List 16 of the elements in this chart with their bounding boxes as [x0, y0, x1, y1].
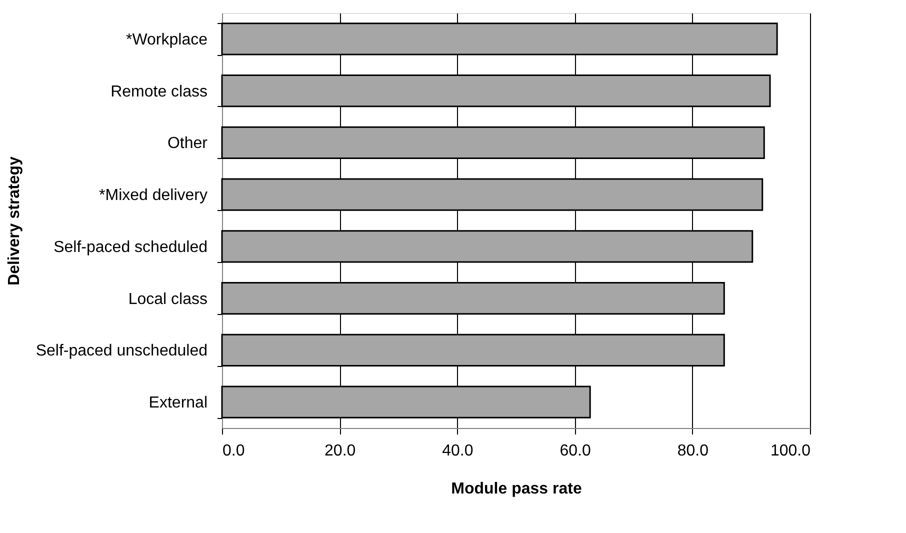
y-tick-label: Self-paced unscheduled [36, 342, 208, 360]
y-tick-label: *Mixed delivery [99, 187, 208, 204]
y-axis-title: Delivery strategy [6, 156, 23, 286]
x-tick-label: 0.0 [222, 442, 245, 460]
x-tick-label: 80.0 [677, 442, 709, 460]
y-tick-label: Self-paced scheduled [54, 238, 208, 256]
x-tick-label: 100.0 [770, 442, 811, 460]
y-tick-label: *Workplace [126, 31, 208, 48]
x-tick-label: 40.0 [442, 442, 474, 460]
x-tick-label: 20.0 [324, 442, 356, 460]
y-tick-label: External [148, 394, 208, 412]
y-tick-label: Remote class [110, 83, 208, 100]
x-tick-label: 60.0 [560, 442, 591, 460]
y-tick-label: Other [167, 135, 208, 152]
y-tick-label: Local class [128, 290, 208, 308]
x-axis-title: Module pass rate [451, 480, 582, 498]
